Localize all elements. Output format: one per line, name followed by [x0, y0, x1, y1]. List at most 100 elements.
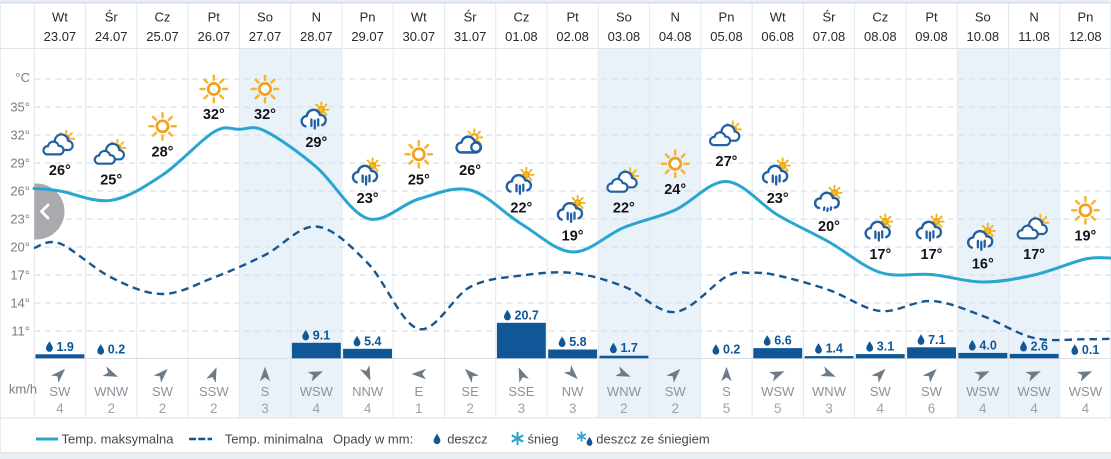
svg-text:Wt: Wt [52, 10, 68, 25]
svg-text:30.07: 30.07 [403, 29, 436, 44]
svg-text:deszcz ze śniegiem: deszcz ze śniegiem [596, 432, 709, 447]
svg-text:05.08: 05.08 [710, 29, 743, 44]
svg-text:3: 3 [261, 401, 269, 416]
svg-text:S: S [261, 384, 270, 399]
svg-text:SW: SW [49, 384, 71, 399]
svg-text:31.07: 31.07 [454, 29, 487, 44]
svg-text:24.07: 24.07 [95, 29, 128, 44]
svg-text:6.6: 6.6 [774, 334, 791, 348]
svg-text:23°: 23° [10, 212, 30, 227]
svg-text:E: E [414, 384, 423, 399]
svg-text:Śr: Śr [105, 10, 119, 25]
svg-text:WSW: WSW [300, 384, 334, 399]
svg-text:28°: 28° [152, 145, 174, 161]
svg-text:1: 1 [415, 401, 423, 416]
svg-text:08.08: 08.08 [864, 29, 897, 44]
svg-text:20°: 20° [818, 219, 840, 235]
svg-text:WNW: WNW [94, 384, 129, 399]
svg-text:SW: SW [870, 384, 892, 399]
svg-text:4: 4 [1030, 401, 1038, 416]
svg-text:17°: 17° [869, 247, 891, 263]
svg-text:SW: SW [921, 384, 943, 399]
svg-text:22°: 22° [613, 201, 635, 217]
svg-text:10.08: 10.08 [967, 29, 1000, 44]
svg-text:20°: 20° [10, 240, 30, 255]
svg-text:07.08: 07.08 [813, 29, 846, 44]
svg-text:4: 4 [364, 401, 372, 416]
svg-text:Śr: Śr [464, 10, 478, 25]
svg-text:19°: 19° [1074, 229, 1096, 245]
svg-text:Pn: Pn [1077, 10, 1093, 25]
svg-text:SW: SW [665, 384, 687, 399]
svg-text:27.07: 27.07 [249, 29, 282, 44]
svg-text:Pt: Pt [208, 10, 221, 25]
svg-text:11°: 11° [11, 324, 30, 339]
svg-text:26°: 26° [10, 184, 30, 199]
svg-text:23°: 23° [357, 191, 379, 207]
svg-text:29°: 29° [10, 156, 30, 171]
svg-text:22°: 22° [510, 201, 532, 217]
svg-text:27°: 27° [716, 154, 738, 170]
svg-text:11.08: 11.08 [1018, 29, 1050, 44]
svg-text:N: N [1029, 10, 1038, 25]
svg-text:09.08: 09.08 [915, 29, 948, 44]
svg-text:WNW: WNW [607, 384, 642, 399]
svg-text:26°: 26° [49, 163, 71, 179]
svg-text:4: 4 [313, 401, 321, 416]
svg-text:6: 6 [928, 401, 936, 416]
svg-text:25°: 25° [408, 173, 430, 189]
svg-text:0.2: 0.2 [723, 343, 740, 357]
svg-text:0.1: 0.1 [1082, 343, 1099, 357]
svg-text:Wt: Wt [411, 10, 427, 25]
svg-text:23°: 23° [767, 191, 789, 207]
svg-text:23.07: 23.07 [44, 29, 77, 44]
svg-text:śnieg: śnieg [528, 432, 559, 447]
svg-text:WSW: WSW [966, 384, 1000, 399]
svg-text:16°: 16° [972, 257, 994, 273]
svg-text:S: S [722, 384, 731, 399]
svg-text:Temp. minimalna: Temp. minimalna [225, 432, 324, 447]
svg-text:2: 2 [466, 401, 474, 416]
svg-text:29°: 29° [305, 135, 327, 151]
svg-text:17°: 17° [1023, 247, 1045, 263]
svg-text:Wt: Wt [770, 10, 786, 25]
svg-text:2: 2 [620, 401, 628, 416]
svg-text:1.7: 1.7 [621, 341, 638, 355]
svg-text:3: 3 [518, 401, 526, 416]
svg-text:02.08: 02.08 [556, 29, 589, 44]
svg-text:2: 2 [107, 401, 115, 416]
svg-text:26°: 26° [459, 163, 481, 179]
svg-text:12.08: 12.08 [1069, 29, 1102, 44]
svg-text:Pn: Pn [719, 10, 735, 25]
svg-text:9.1: 9.1 [313, 328, 330, 342]
svg-text:WNW: WNW [812, 384, 847, 399]
svg-text:2: 2 [671, 401, 679, 416]
svg-text:4: 4 [56, 401, 64, 416]
svg-text:3.1: 3.1 [877, 340, 894, 354]
svg-text:17°: 17° [921, 247, 943, 263]
svg-text:Cz: Cz [872, 10, 888, 25]
svg-text:0.2: 0.2 [108, 343, 125, 357]
svg-text:5.4: 5.4 [364, 334, 381, 348]
svg-text:Pn: Pn [360, 10, 376, 25]
svg-text:So: So [975, 10, 991, 25]
svg-text:26.07: 26.07 [198, 29, 231, 44]
svg-text:32°: 32° [10, 128, 30, 143]
svg-text:35°: 35° [10, 100, 30, 115]
svg-text:SW: SW [152, 384, 174, 399]
svg-text:01.08: 01.08 [505, 29, 538, 44]
svg-text:5: 5 [723, 401, 731, 416]
svg-text:14°: 14° [10, 296, 30, 311]
svg-text:7.1: 7.1 [928, 333, 945, 347]
svg-text:5: 5 [774, 401, 782, 416]
svg-text:N: N [312, 10, 321, 25]
svg-text:25.07: 25.07 [146, 29, 179, 44]
svg-text:WSW: WSW [1069, 384, 1103, 399]
svg-text:1.4: 1.4 [826, 342, 843, 356]
svg-text:Śr: Śr [823, 10, 837, 25]
svg-text:32°: 32° [203, 107, 225, 123]
svg-text:20.7: 20.7 [515, 308, 539, 322]
svg-text:SSW: SSW [199, 384, 229, 399]
svg-text:32°: 32° [254, 107, 276, 123]
svg-text:06.08: 06.08 [761, 29, 794, 44]
